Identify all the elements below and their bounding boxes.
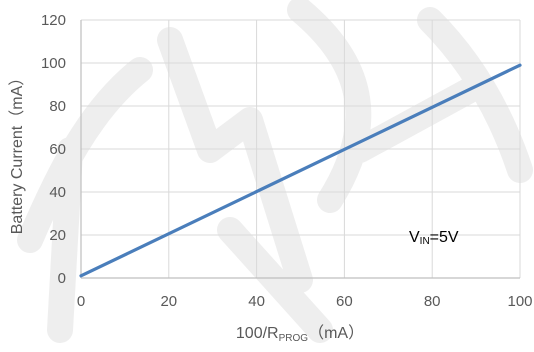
x-axis-title-sub: PROG [279,333,309,344]
x-tick-label: 80 [424,293,441,310]
x-tick-label: 20 [160,293,177,310]
annotation-sub: IN [420,236,430,247]
x-tick-label: 60 [336,293,353,310]
y-tick-label: 80 [49,98,66,115]
x-tick-label: 100 [507,293,532,310]
y-tick-label: 60 [49,141,66,158]
x-axis-title: 100/RPROG（mA） [236,324,364,344]
axes [80,20,520,279]
watermark [17,0,533,343]
y-axis-title: Battery Current（mA） [8,70,26,235]
y-tick-label: 100 [41,55,66,72]
x-tick-label: 40 [248,293,265,310]
x-axis-title-unit: （mA） [308,324,364,342]
grid [81,19,521,278]
series-line [79,63,522,278]
x-tick-labels: 0 20 40 60 80 100 [77,293,533,310]
x-tick-label: 0 [77,293,85,310]
annotation-main: V [409,229,420,246]
annotation-vin: VIN=5V [409,229,459,247]
y-tick-label: 120 [41,12,66,29]
x-axis-title-main: 100/R [236,325,279,342]
y-tick-label: 40 [49,184,66,201]
y-tick-labels: 0 20 40 60 80 100 120 [41,12,66,287]
series [79,63,522,278]
annotation-rest: =5V [430,229,459,246]
y-tick-label: 0 [58,270,66,287]
y-tick-label: 20 [49,227,66,244]
